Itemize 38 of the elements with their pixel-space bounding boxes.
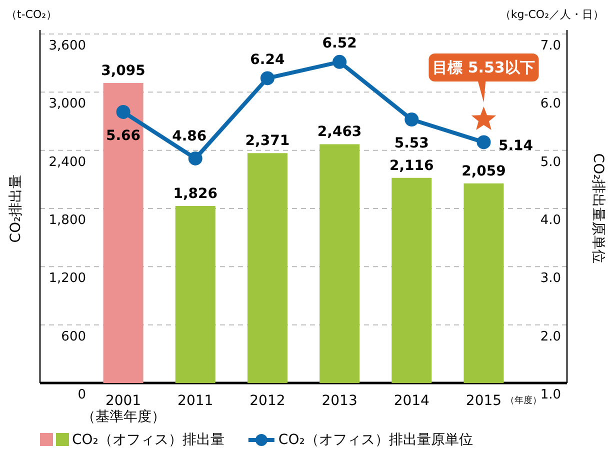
y-axis-title: CO₂排出量 (8, 174, 24, 243)
data-label: 5.14 (498, 138, 534, 154)
data-label: 4.86 (172, 128, 207, 144)
x-tick-label: 2011 (178, 393, 214, 409)
x-axis-title: （年度） (506, 395, 542, 406)
legend-label: CO₂（オフィス）排出量原単位 (278, 432, 473, 448)
x-tick-label: 2014 (394, 393, 430, 409)
annotation: 目標 5.53以下 (432, 58, 535, 77)
data-label: 5.66 (106, 128, 141, 144)
text: （kg-CO₂／人・日） (500, 8, 604, 21)
data-label: 2,116 (389, 158, 434, 174)
data-label: 5.53 (394, 135, 429, 152)
data-label: 2,463 (317, 124, 362, 140)
y-tick-label: 2,400 (48, 154, 86, 170)
y-tick-label: 600 (61, 329, 86, 344)
y2-tick-label: 5.0 (540, 154, 561, 170)
y-tick-label: 3,600 (48, 38, 86, 54)
x-tick-label: 2015 (466, 393, 502, 409)
data-label: 6.52 (322, 36, 357, 52)
y2-tick-label: 2.0 (540, 329, 561, 344)
data-label: 2,059 (462, 163, 506, 180)
data-label: 6.24 (250, 52, 285, 68)
y2-tick-label: 4.0 (540, 213, 561, 228)
text: （t-CO₂） (6, 8, 58, 21)
y2-tick-label: 3.0 (540, 271, 561, 286)
data-label: 1,826 (173, 186, 218, 202)
y-tick-label: 1,200 (48, 271, 86, 286)
data-label: 2,371 (245, 133, 290, 150)
y-tick-label: 1,800 (48, 213, 86, 228)
x-tick-label: 2013 (322, 393, 358, 409)
data-label: 3,095 (101, 62, 146, 79)
y2-tick-label: 1.0 (540, 388, 561, 403)
y2-tick-label: 7.0 (540, 38, 561, 54)
y2-axis-title: CO₂排出量原単位 (590, 153, 606, 264)
y-tick-label: 3,000 (48, 96, 86, 112)
y2-tick-label: 6.0 (540, 96, 561, 112)
x-tick-label: 2012 (250, 393, 286, 409)
legend-label: CO₂（オフィス）排出量 (72, 432, 224, 448)
